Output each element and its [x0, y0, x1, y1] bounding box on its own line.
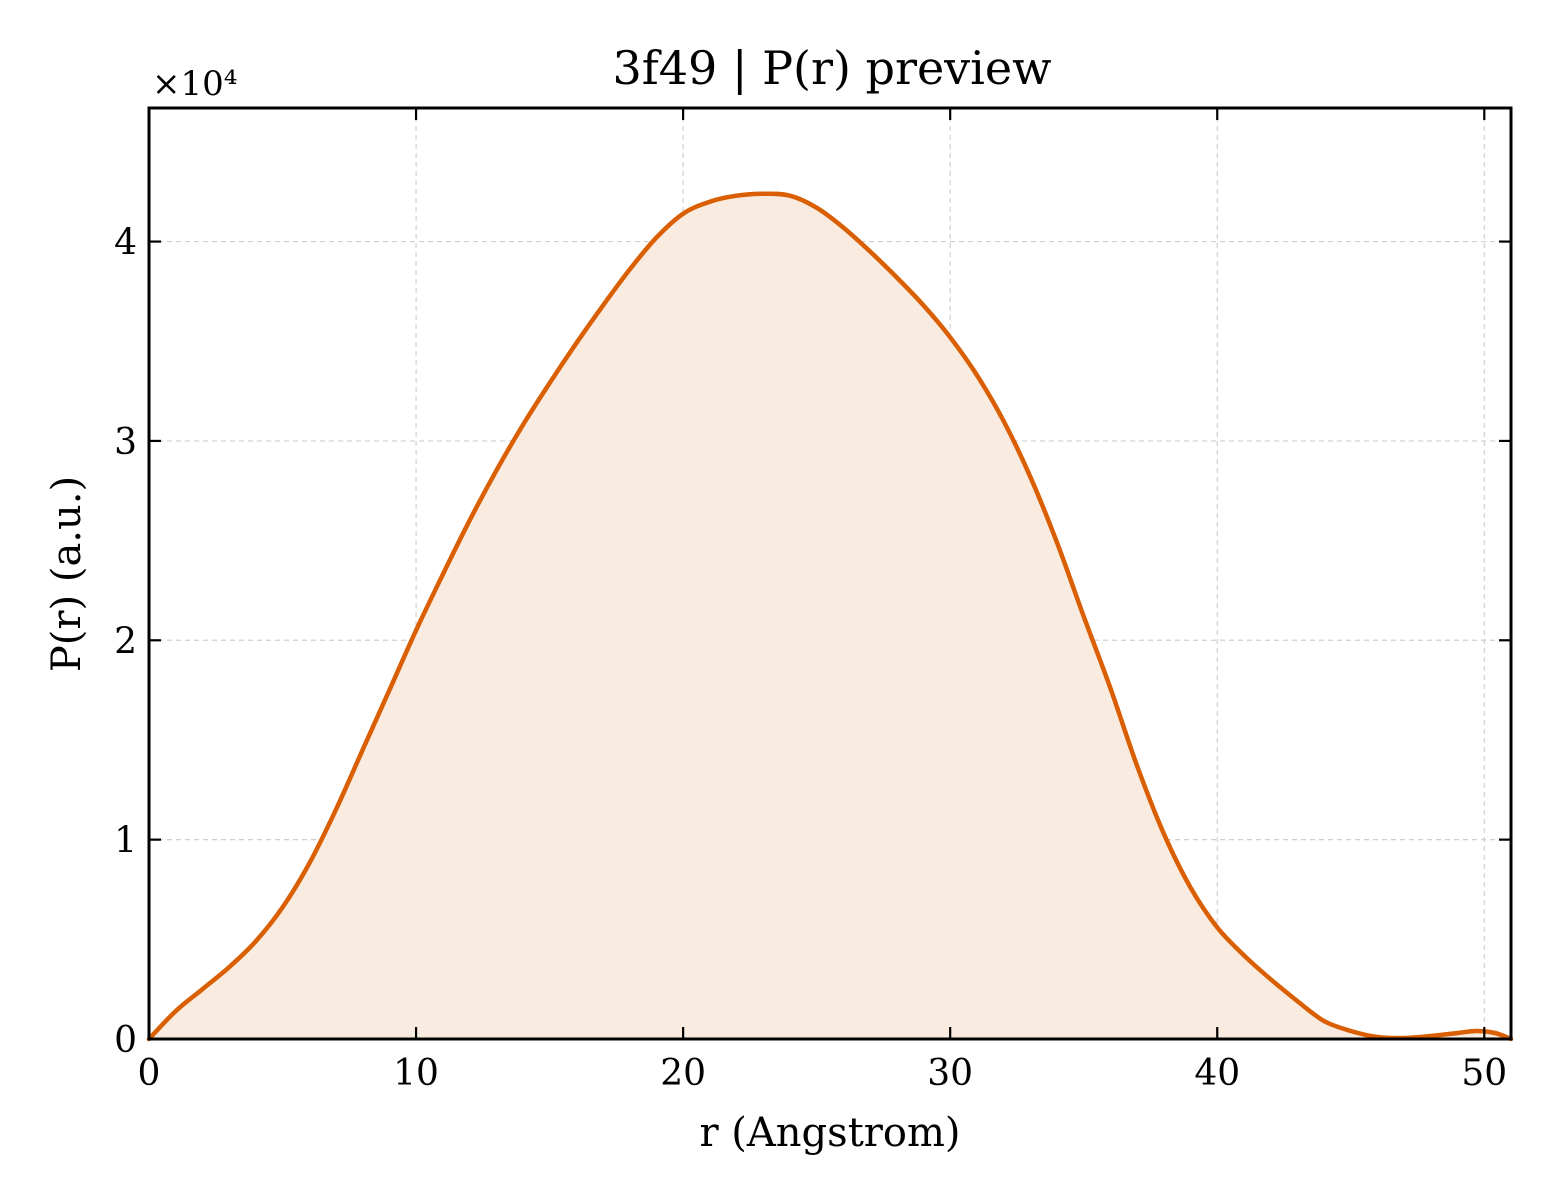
x-tick-label: 40 — [1194, 1053, 1240, 1094]
chart-title: 3f49 | P(r) preview — [613, 41, 1052, 95]
y-axis-label: P(r) (a.u.) — [44, 476, 90, 672]
y-tick-label: 0 — [114, 1020, 137, 1061]
series-line — [146, 191, 1514, 1042]
x-tick-label: 10 — [393, 1053, 439, 1094]
x-tick-label: 50 — [1461, 1053, 1507, 1094]
tick-labels: 0 10 20 30 40 50 0 1 2 3 4 — [114, 223, 1507, 1094]
x-axis-label: r (Angstrom) — [699, 1110, 960, 1156]
plot-frame — [147, 106, 1513, 1041]
y-tick-label: 2 — [114, 621, 137, 662]
x-tick-label: 0 — [138, 1053, 161, 1094]
x-tick-label: 30 — [927, 1053, 973, 1094]
y-tick-label: 1 — [114, 821, 137, 862]
y-tick-label: 3 — [114, 422, 137, 463]
y-tick-label: 4 — [114, 223, 137, 264]
y-offset-label: ×10⁴ — [152, 64, 237, 104]
axis-ticks — [147, 108, 1511, 1041]
x-tick-label: 20 — [660, 1053, 706, 1094]
series-area-fill — [149, 193, 1511, 1040]
